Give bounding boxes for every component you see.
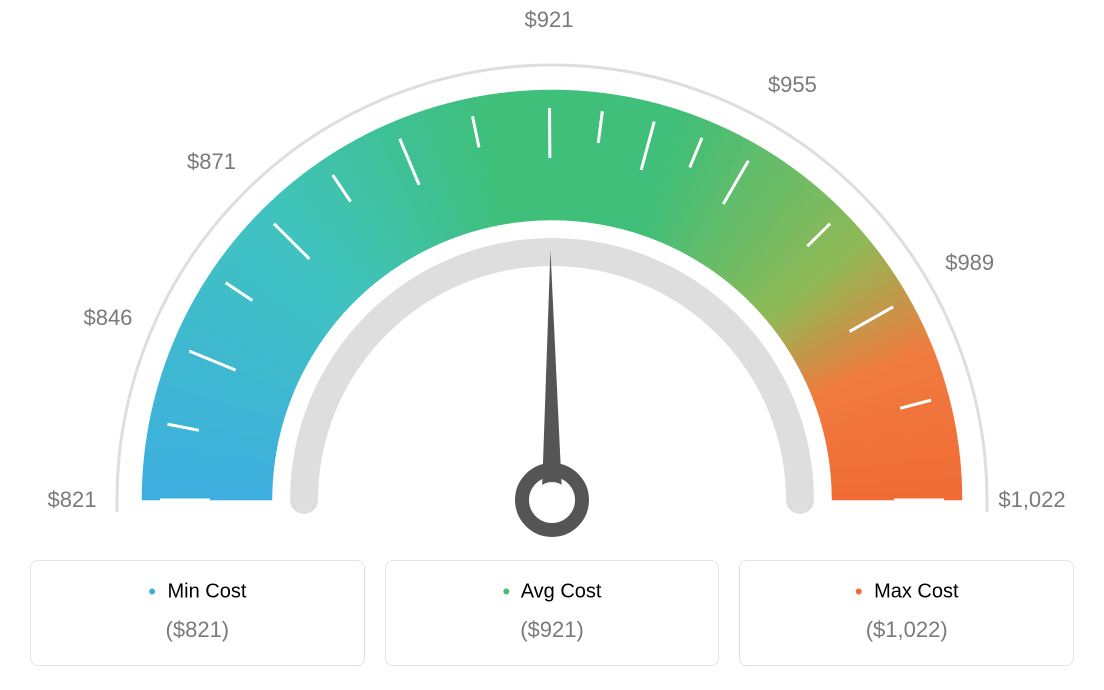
gauge-tick-label: $821 [48, 487, 97, 513]
gauge-tick-label: $1,022 [998, 487, 1065, 513]
cost-gauge-chart: { "gauge": { "type": "gauge", "min_value… [0, 0, 1104, 690]
min-cost-label: Min Cost [168, 580, 247, 602]
gauge-tick-label: $989 [945, 250, 994, 276]
gauge-tick-label: $846 [83, 305, 132, 331]
avg-cost-label: Avg Cost [521, 580, 602, 602]
max-cost-card: • Max Cost ($1,022) [739, 560, 1074, 666]
min-cost-value: ($821) [41, 617, 354, 643]
bullet-icon: • [855, 579, 863, 604]
avg-cost-title: • Avg Cost [396, 579, 709, 605]
min-cost-title: • Min Cost [41, 579, 354, 605]
avg-cost-value: ($921) [396, 617, 709, 643]
avg-cost-card: • Avg Cost ($921) [385, 560, 720, 666]
summary-cards: • Min Cost ($821) • Avg Cost ($921) • Ma… [0, 560, 1104, 666]
gauge-svg [0, 0, 1104, 560]
gauge-area: $821 $846 $871 $921 $955 $989 $1,022 [0, 0, 1104, 560]
gauge-tick-label: $955 [768, 72, 817, 98]
max-cost-title: • Max Cost [750, 579, 1063, 605]
gauge-tick-label: $871 [187, 149, 236, 175]
max-cost-value: ($1,022) [750, 617, 1063, 643]
min-cost-card: • Min Cost ($821) [30, 560, 365, 666]
bullet-icon: • [148, 579, 156, 604]
bullet-icon: • [503, 579, 511, 604]
max-cost-label: Max Cost [874, 580, 958, 602]
gauge-tick-label: $921 [524, 7, 573, 33]
